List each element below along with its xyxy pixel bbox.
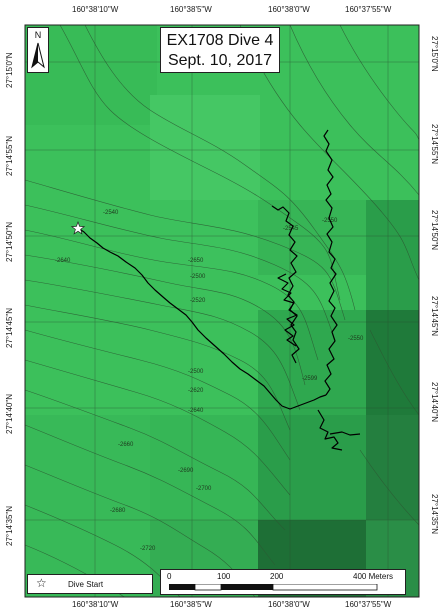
map-date: Sept. 10, 2017 — [167, 52, 273, 69]
contour-label: -2550 — [348, 336, 364, 342]
bottom-longitude-label: 160°37'55"W — [345, 600, 392, 609]
contour-label: -2680 — [110, 508, 126, 514]
top-longitude-label: 160°37'55"W — [345, 5, 392, 14]
right-latitude-labels: 27°15'0"N 27°14'55"N 27°14'50"N 27°14'45… — [430, 36, 439, 534]
left-latitude-label: 27°14'40"N — [5, 394, 14, 434]
contour-label: -2500 — [188, 369, 204, 375]
right-latitude-label: 27°14'35"N — [430, 494, 439, 534]
right-latitude-label: 27°14'45"N — [430, 296, 439, 336]
scale-label: 200 — [270, 572, 284, 581]
left-latitude-labels: 27°15'0"N 27°14'55"N 27°14'50"N 27°14'45… — [5, 52, 14, 546]
bottom-longitude-label: 160°38'0"W — [268, 600, 310, 609]
scale-bar: 0 100 200 400 Meters — [160, 569, 406, 595]
top-longitude-label: 160°38'5"W — [170, 5, 212, 14]
left-latitude-label: 27°14'35"N — [5, 506, 14, 546]
scale-label: 0 — [167, 572, 172, 581]
contour-label: -2520 — [190, 298, 206, 304]
dive-track — [77, 129, 361, 451]
top-longitude-label: 160°38'10"W — [72, 5, 119, 14]
left-latitude-label: 27°14'55"N — [5, 136, 14, 176]
legend-label: Dive Start — [68, 580, 104, 589]
right-latitude-label: 27°15'0"N — [430, 36, 439, 72]
top-longitude-label: 160°38'0"W — [268, 5, 310, 14]
north-label: N — [34, 30, 42, 40]
north-arrow-icon — [31, 42, 45, 69]
north-arrow: N — [27, 27, 49, 73]
left-latitude-label: 27°14'45"N — [5, 308, 14, 348]
contour-label: -2660 — [118, 442, 134, 448]
top-longitude-labels: 160°38'10"W 160°38'5"W 160°38'0"W 160°37… — [72, 5, 392, 14]
left-latitude-label: 27°15'0"N — [5, 52, 14, 88]
scale-label: 400 Meters — [353, 572, 394, 581]
contour-label: -2690 — [178, 468, 194, 474]
left-latitude-label: 27°14'50"N — [5, 222, 14, 262]
bottom-longitude-label: 160°38'10"W — [72, 600, 119, 609]
map-border — [24, 24, 420, 598]
contour-label: -2599 — [302, 376, 318, 382]
contour-label: -2720 — [140, 546, 156, 552]
contour-label: -2500 — [190, 274, 206, 280]
scale-label: 100 — [217, 572, 231, 581]
contour-label: -2700 — [196, 486, 212, 492]
bathymetry-grid — [25, 25, 419, 597]
contour-label: -2640 — [188, 408, 204, 414]
star-icon: ☆ — [36, 576, 47, 590]
right-latitude-label: 27°14'50"N — [430, 210, 439, 250]
legend: ☆ Dive Start — [27, 574, 153, 594]
contour-label: -2650 — [188, 258, 204, 264]
contour-label: -2640 — [55, 258, 71, 264]
contour-label: -2540 — [103, 210, 119, 216]
right-latitude-label: 27°14'55"N — [430, 124, 439, 164]
contour-label: -2545 — [283, 226, 299, 232]
bottom-longitude-label: 160°38'5"W — [170, 600, 212, 609]
map-title-box: EX1708 Dive 4 Sept. 10, 2017 — [160, 27, 280, 73]
bottom-longitude-labels: 160°38'10"W 160°38'5"W 160°38'0"W 160°37… — [72, 600, 392, 609]
scale-bar-graphic — [169, 584, 378, 591]
right-latitude-label: 27°14'40"N — [430, 382, 439, 422]
contour-label: -2620 — [188, 388, 204, 394]
map-title: EX1708 Dive 4 — [166, 32, 274, 49]
dive-start-marker-icon[interactable] — [70, 220, 86, 235]
